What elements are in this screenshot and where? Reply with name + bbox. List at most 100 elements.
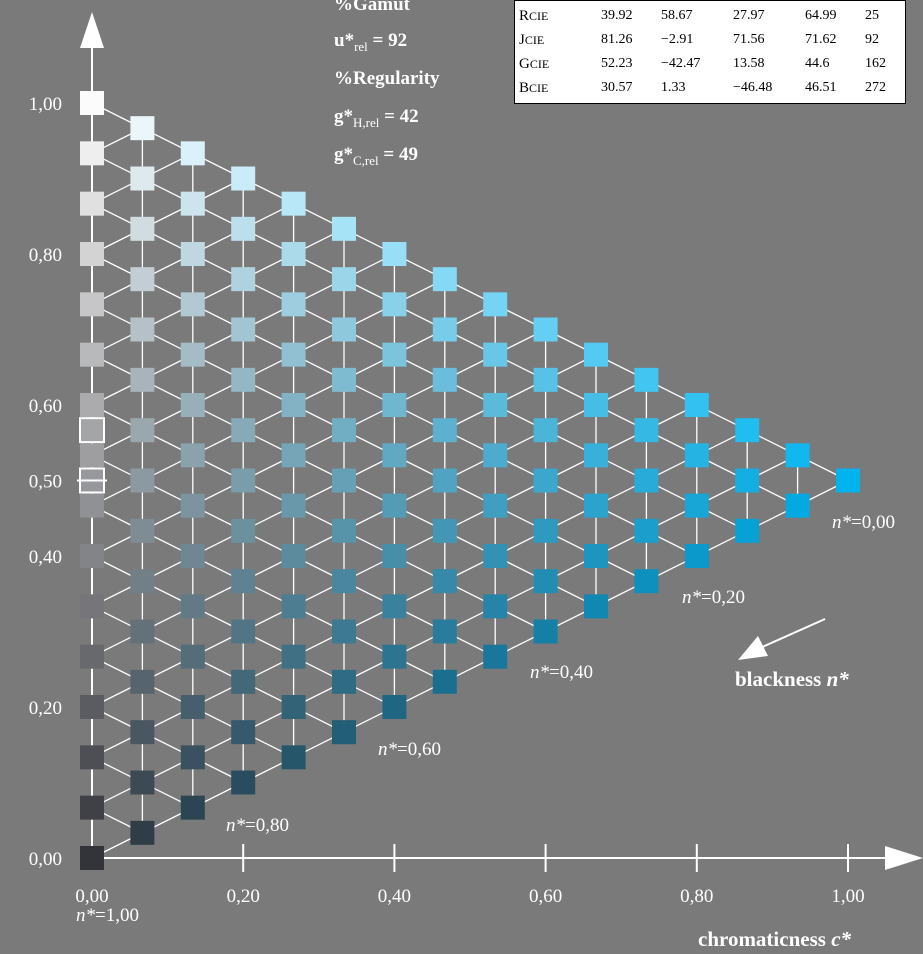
- color-patch: [684, 443, 709, 468]
- n-level-label: n*=0,40: [530, 662, 593, 683]
- color-patch: [634, 418, 659, 443]
- color-patch: [332, 569, 356, 594]
- axis-labels: 0,00 0,20 0,40 0,50 0,60 0,80 1,00 0,00 0,20 0,40…: [29, 94, 895, 951]
- table-cell: 44.6: [804, 56, 830, 71]
- color-patch: [634, 569, 659, 594]
- table-cell: 27.97: [732, 8, 765, 23]
- color-patch: [80, 846, 104, 870]
- color-patch: [281, 342, 306, 367]
- table-cell: −2.91: [660, 32, 694, 47]
- color-patch: [432, 267, 457, 292]
- color-patch: [130, 770, 155, 795]
- color-patch: [281, 443, 306, 468]
- color-patch: [231, 619, 256, 644]
- color-patch: [382, 493, 407, 518]
- table-cell: 71.56: [732, 32, 765, 47]
- table-cell: 92: [864, 32, 879, 47]
- table-cell: −42.47: [660, 56, 701, 71]
- color-patch: [584, 443, 608, 468]
- color-patch: [180, 493, 205, 518]
- color-patch: [332, 468, 356, 493]
- table-row: JCIE 81.26 −2.91 71.56 71.62 92: [515, 29, 905, 53]
- table-cell: 71.62: [804, 32, 837, 47]
- color-patch: [533, 367, 558, 392]
- color-patch: [432, 569, 457, 594]
- color-patch: [483, 644, 508, 669]
- color-patch: [533, 569, 558, 594]
- color-patch: [584, 393, 608, 417]
- table-cell: 1.33: [660, 80, 686, 95]
- color-patch: [382, 242, 407, 266]
- color-patch: [432, 367, 457, 392]
- color-patch: [634, 367, 659, 392]
- color-patch: [130, 669, 155, 694]
- x-tick-label: 0,40: [378, 886, 411, 907]
- color-patch: [735, 518, 760, 543]
- x-axis-arrow-icon: [885, 846, 923, 870]
- color-patch: [180, 242, 205, 266]
- table-cell: 52.23: [601, 56, 633, 71]
- color-patch: [332, 367, 356, 392]
- color-patch: [231, 669, 256, 694]
- color-patch: [130, 166, 155, 191]
- color-patch: [735, 468, 760, 493]
- color-patch: [80, 292, 104, 317]
- n-level-label: n*=0,00: [832, 512, 895, 533]
- color-patch: [281, 695, 306, 719]
- color-patch: [483, 342, 508, 367]
- color-patch: [231, 267, 256, 292]
- info-line: g*C,rel = 49: [334, 144, 418, 168]
- n-level-label: n*=0,20: [682, 587, 745, 608]
- color-patch: [180, 644, 205, 669]
- color-patch: [130, 619, 155, 644]
- table-cell: 30.57: [601, 80, 633, 95]
- color-patch: [382, 594, 407, 619]
- color-patch: [130, 468, 155, 493]
- color-patch: [483, 594, 508, 619]
- color-patch: [382, 544, 407, 568]
- y-axis-arrow-icon: [80, 12, 104, 48]
- color-patch: [180, 443, 205, 468]
- y-tick-label: 0,40: [29, 547, 62, 568]
- color-patch: [80, 695, 104, 719]
- color-patch: [281, 493, 306, 518]
- color-patch: [231, 720, 256, 745]
- row-name: RCIE: [519, 7, 549, 24]
- color-patch: [180, 393, 205, 417]
- color-patch: [180, 795, 205, 820]
- info-line: u*rel = 92: [334, 30, 408, 54]
- color-patch: [281, 242, 306, 266]
- color-patch: [80, 91, 104, 115]
- color-patch: [231, 216, 256, 241]
- grid-line-w: [91, 479, 849, 859]
- color-patch: [130, 418, 155, 443]
- color-patch: [80, 795, 104, 820]
- color-patch: [735, 418, 760, 443]
- grid-line-n: [91, 404, 546, 633]
- color-patch: [432, 669, 457, 694]
- color-patch: [281, 644, 306, 669]
- x-axis-title: chromaticness c*: [698, 927, 852, 951]
- grid-line-n: [91, 303, 647, 582]
- color-patch: [80, 342, 104, 367]
- y-tick-label: 0,50: [29, 472, 62, 493]
- table-cell: 13.58: [732, 56, 765, 71]
- grid-line-n: [91, 706, 244, 784]
- color-patch: [281, 544, 306, 568]
- color-patch: [584, 544, 608, 568]
- color-patch: [382, 695, 407, 719]
- color-patch: [231, 418, 256, 443]
- color-patch: [432, 418, 457, 443]
- n-level-label: n*=0,80: [226, 815, 289, 836]
- n-level-label: n*=1,00: [76, 905, 139, 926]
- color-patch: [332, 669, 356, 694]
- color-patch: [231, 367, 256, 392]
- table-cell: 81.26: [601, 32, 633, 47]
- color-patches: [79, 91, 860, 870]
- color-patch: [332, 720, 356, 745]
- x-tick-label: 0,00: [75, 886, 108, 907]
- table-cell: −46.48: [732, 80, 773, 95]
- color-patch: [180, 292, 205, 317]
- info-line: %Gamut: [334, 0, 410, 15]
- color-patch: [332, 518, 356, 543]
